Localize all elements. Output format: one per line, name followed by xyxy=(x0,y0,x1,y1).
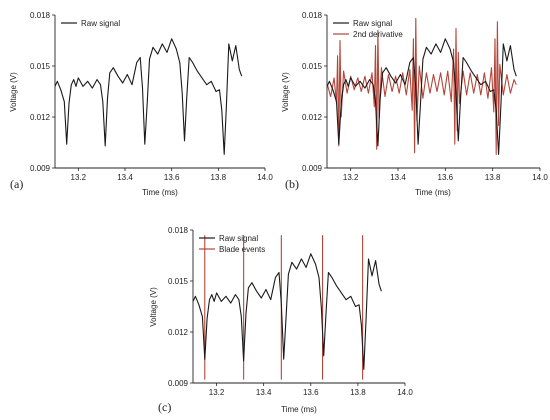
x-tick-label: 13.4 xyxy=(256,388,272,397)
x-tick-label: 13.6 xyxy=(164,173,180,182)
legend-label: Raw signal xyxy=(81,19,120,28)
x-tick-label: 13.2 xyxy=(71,173,87,182)
y-tick-label: 0.015 xyxy=(30,62,51,71)
x-tick-label: 13.2 xyxy=(209,388,225,397)
panel-label: (a) xyxy=(10,177,23,191)
x-tick-label: 13.6 xyxy=(303,388,319,397)
legend-label: Raw signal xyxy=(353,19,392,28)
chart-panel-3: 13.2 13.4 13.6 13.8 14.0 0.009 0.012 0.015 0.018… xyxy=(149,226,413,414)
y-tick-label: 0.009 xyxy=(302,164,323,173)
series-line-raw-signal xyxy=(327,38,517,155)
panel-label: (b) xyxy=(285,177,299,191)
y-axis-label: Voltage (V) xyxy=(149,287,158,327)
x-axis-label: Time (ms) xyxy=(281,405,317,414)
y-tick-label: 0.009 xyxy=(168,379,189,388)
y-tick-label: 0.018 xyxy=(302,11,323,20)
x-tick-label: 13.8 xyxy=(350,388,366,397)
x-tick-label: 14.0 xyxy=(397,388,413,397)
y-tick-label: 0.009 xyxy=(30,164,51,173)
panel-label: (c) xyxy=(158,400,171,414)
x-tick-label: 13.8 xyxy=(211,173,227,182)
y-tick-label: 0.012 xyxy=(302,113,323,122)
x-tick-label: 14.0 xyxy=(257,173,273,182)
x-axis-label: Time (ms) xyxy=(415,188,451,197)
x-axis-label: Time (ms) xyxy=(142,188,178,197)
chart-panel-1: 13.2 13.4 13.6 13.8 14.0 0.009 0.012 0.015 0.018… xyxy=(9,11,273,197)
legend-label: 2nd derivative xyxy=(353,30,403,39)
y-tick-label: 0.012 xyxy=(30,113,51,122)
y-tick-label: 0.015 xyxy=(168,277,189,286)
x-tick-label: 14.0 xyxy=(532,173,548,182)
series-line-2nd-derivative xyxy=(327,17,517,155)
x-tick-label: 13.4 xyxy=(390,173,406,182)
y-tick-label: 0.015 xyxy=(302,62,323,71)
chart-panel-2: 13.2 13.4 13.6 13.8 14.0 0.009 0.012 0.015 0.018… xyxy=(281,11,548,197)
y-axis-label: Voltage (V) xyxy=(9,72,18,112)
x-tick-label: 13.2 xyxy=(343,173,359,182)
legend-label: Raw signal xyxy=(219,234,258,243)
y-axis-label: Voltage (V) xyxy=(281,72,290,112)
x-tick-label: 13.8 xyxy=(485,173,501,182)
y-tick-label: 0.018 xyxy=(168,226,189,235)
series-line-raw-signal xyxy=(55,38,243,155)
x-tick-label: 13.6 xyxy=(438,173,454,182)
series-line-raw-signal xyxy=(193,253,382,370)
x-tick-label: 13.4 xyxy=(117,173,133,182)
legend-label: Blade events xyxy=(219,245,265,254)
y-tick-label: 0.012 xyxy=(168,328,189,337)
y-tick-label: 0.018 xyxy=(30,11,51,20)
